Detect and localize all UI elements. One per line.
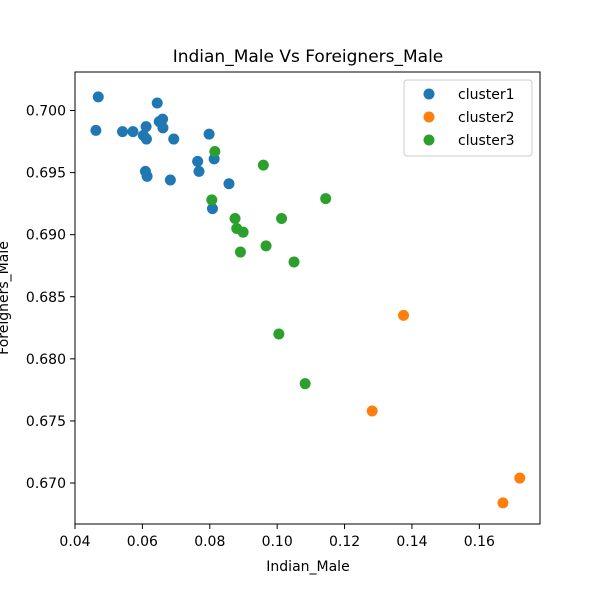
axes-frame [74,71,541,525]
y-tick-label: 0.670 [26,476,66,492]
point-cluster2-1 [366,405,378,417]
x-tick-label: 0.12 [329,534,360,550]
point-cluster3-0 [209,145,221,157]
point-cluster3-4 [229,213,241,225]
x-tick-label: 0.04 [59,534,90,550]
point-cluster3-9 [234,246,246,258]
legend-marker-cluster1 [423,88,435,100]
point-cluster1-10 [157,122,169,134]
legend-box [403,79,533,157]
x-axis-label: Indian_Male [266,559,349,575]
point-cluster2-0 [398,309,410,321]
point-cluster3-11 [273,328,285,340]
point-cluster1-20 [206,203,218,215]
point-cluster1-16 [193,165,205,177]
x-tick-label: 0.14 [396,534,427,550]
point-cluster1-0 [92,91,104,103]
point-cluster1-19 [223,178,235,190]
point-cluster3-1 [257,159,269,171]
legend-label-cluster1: cluster1 [458,87,515,103]
legend-marker-cluster2 [423,111,435,123]
point-cluster3-10 [288,256,300,268]
x-axis: 0.04 0.06 0.08 0.10 0.12 0.14 0.16 [59,524,495,550]
point-cluster1-18 [164,174,176,186]
point-cluster1-12 [203,128,215,140]
legend: cluster1 cluster2 cluster3 [403,79,533,157]
point-cluster3-7 [237,226,249,238]
points-layer [90,91,526,509]
point-cluster1-7 [151,97,163,109]
legend-label-cluster3: cluster3 [458,133,515,149]
plot-area [74,71,541,525]
point-cluster2-2 [514,472,526,484]
point-cluster1-6 [140,133,152,145]
point-cluster1-14 [141,170,153,182]
y-tick-label: 0.675 [26,414,66,430]
legend-label-cluster2: cluster2 [458,110,515,126]
point-cluster3-2 [206,194,218,206]
point-cluster2-3 [497,497,509,509]
x-tick-label: 0.16 [464,534,495,550]
y-tick-label: 0.685 [26,290,66,306]
point-cluster1-5 [140,121,152,133]
point-cluster3-5 [276,213,288,225]
point-cluster1-1 [90,124,102,136]
legend-marker-cluster3 [423,134,435,146]
x-tick-label: 0.06 [127,534,158,550]
point-cluster1-3 [127,126,139,138]
point-cluster1-11 [168,133,180,145]
x-tick-label: 0.10 [262,534,293,550]
y-axis-label: Foreigners_Male [0,241,12,355]
y-tick-label: 0.690 [26,228,66,244]
x-tick-label: 0.08 [194,534,225,550]
chart-title: Indian_Male Vs Foreigners_Male [173,47,444,67]
y-axis: 0.670 0.675 0.680 0.685 0.690 0.695 0.700 [26,103,75,492]
y-tick-label: 0.680 [26,352,66,368]
point-cluster3-3 [320,193,332,205]
point-cluster1-9 [157,113,169,125]
point-cluster3-12 [299,378,311,390]
y-tick-label: 0.695 [26,166,66,182]
point-cluster3-8 [260,240,272,252]
y-tick-label: 0.700 [26,103,66,119]
point-cluster1-15 [192,155,204,167]
point-cluster1-2 [117,126,129,138]
